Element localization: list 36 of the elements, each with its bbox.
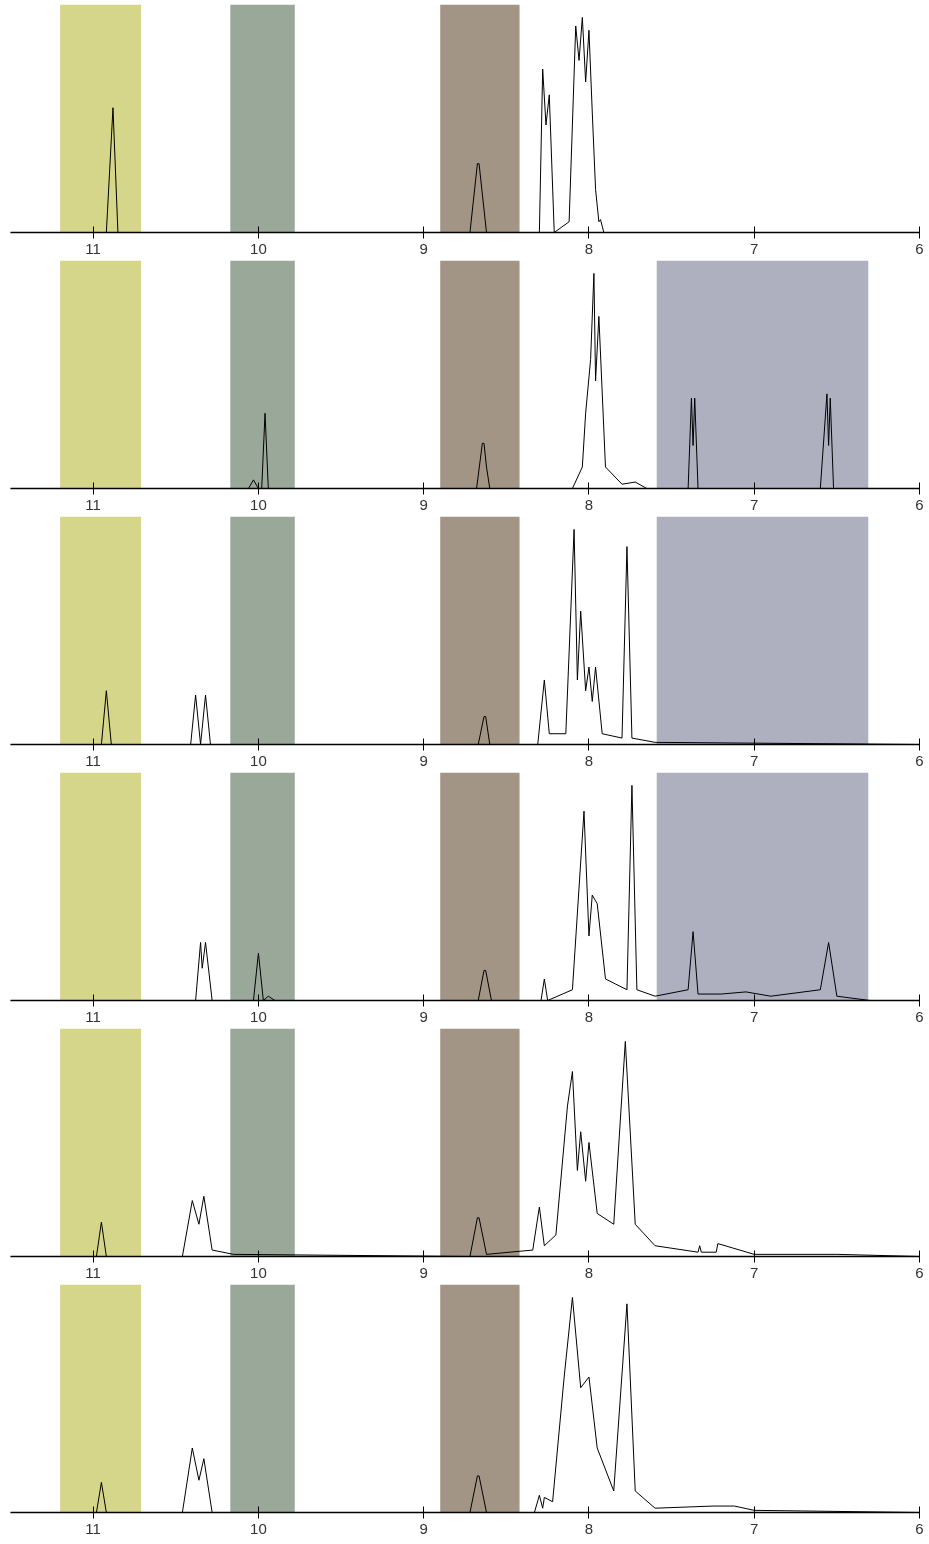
x-tick-label: 8: [584, 239, 594, 257]
x-tick-label: 9: [419, 1519, 428, 1537]
x-tick-label: 7: [750, 751, 759, 769]
x-tick-label: 10: [250, 751, 267, 769]
x-tick-label: 10: [250, 495, 267, 513]
x-tick-label: 8: [584, 1263, 594, 1281]
x-tick-label: 9: [419, 1263, 428, 1281]
x-tick-label: 8: [584, 1519, 594, 1537]
x-tick-label: 11: [85, 1263, 101, 1281]
x-tick-label: 7: [750, 495, 759, 513]
x-tick-label: 7: [750, 1007, 759, 1025]
x-tick-label: 7: [750, 1519, 759, 1537]
x-tick-label: 9: [419, 495, 428, 513]
x-tick-label: 11: [85, 751, 101, 769]
x-tick-label: 10: [250, 1007, 267, 1025]
x-tick-label: 11: [85, 495, 101, 513]
x-tick-label: 8: [584, 1007, 594, 1025]
x-tick-label: 6: [915, 1263, 924, 1281]
x-tick-label: 8: [584, 751, 594, 769]
x-tick-label: 9: [419, 239, 428, 257]
x-tick-label: 6: [915, 495, 924, 513]
x-tick-label: 6: [915, 751, 924, 769]
x-tick-label: 10: [250, 239, 267, 257]
x-tick-label: 11: [85, 239, 101, 257]
x-tick-label: 10: [250, 1263, 267, 1281]
x-tick-label: 7: [750, 239, 759, 257]
x-tick-label: 11: [85, 1519, 101, 1537]
x-tick-label: 6: [915, 1007, 924, 1025]
x-tick-label: 8: [584, 495, 594, 513]
x-tick-label: 6: [915, 1519, 924, 1537]
x-tick-label: 6: [915, 239, 924, 257]
x-tick-label: 10: [250, 1519, 267, 1537]
x-tick-label: 11: [85, 1007, 101, 1025]
x-tick-label: 9: [419, 751, 428, 769]
x-tick-label: 9: [419, 1007, 428, 1025]
x-tick-label: 7: [750, 1263, 759, 1281]
